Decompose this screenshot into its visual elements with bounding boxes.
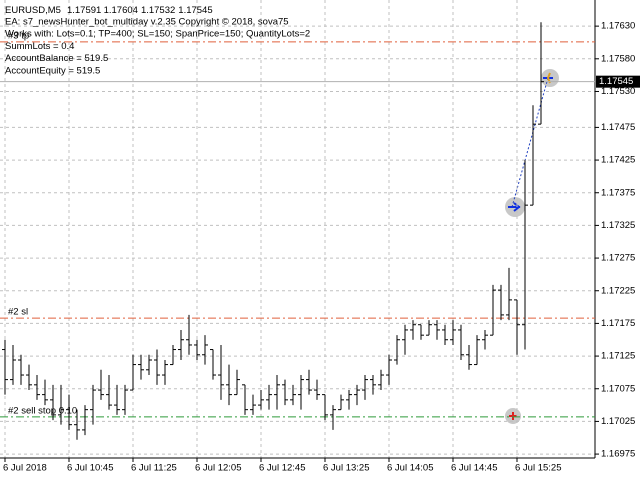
order-level-label: #2 sell stop 0.10	[8, 405, 77, 416]
info-line: AccountBalance = 519.5	[5, 53, 108, 64]
x-tick-label: 6 Jul 11:25	[131, 463, 177, 474]
y-tick-label: 1.17275	[601, 253, 635, 264]
info-line: AccountEquity = 519.5	[5, 65, 100, 76]
chart-header: EURUSD,M5 1.17591 1.17604 1.17532 1.17545	[5, 5, 213, 16]
x-tick-label: 6 Jul 14:45	[451, 463, 497, 474]
y-tick-label: 1.17630	[601, 21, 635, 32]
y-tick-label: 1.17375	[601, 187, 635, 198]
y-tick-label: 1.17325	[601, 220, 635, 231]
order-marker	[509, 412, 517, 420]
x-tick-label: 6 Jul 12:05	[195, 463, 241, 474]
y-tick-label: 1.17025	[601, 416, 635, 427]
quote-value: 1.17545	[178, 5, 212, 16]
quote-value: 1.17591	[67, 5, 101, 16]
price-tag-label: 1.17545	[599, 76, 633, 87]
y-tick-label: 1.17175	[601, 318, 635, 329]
x-tick-label: 6 Jul 13:25	[323, 463, 369, 474]
quote-value: 1.17604	[104, 5, 138, 16]
y-tick-label: 1.17425	[601, 155, 635, 166]
price-tag	[596, 75, 640, 88]
info-line: SummLots = 0.4	[5, 41, 74, 52]
order-level-label: #2 sl	[8, 307, 28, 318]
x-tick-label: 6 Jul 12:45	[259, 463, 305, 474]
x-tick-label: 6 Jul 14:05	[387, 463, 433, 474]
y-tick-label: 1.16975	[601, 449, 635, 460]
x-tick-label: 6 Jul 10:45	[67, 463, 113, 474]
info-line: EA: s7_newsHunter_bot_multiday v.2.35 Co…	[5, 17, 289, 28]
y-tick-label: 1.17075	[601, 383, 635, 394]
info-line: Works with: Lots=0.1; TP=400; SL=150; Sp…	[5, 29, 310, 40]
y-tick-label: 1.17125	[601, 351, 635, 362]
order-level-label: #3 tp	[8, 30, 29, 41]
x-tick-label: 6 Jul 15:25	[515, 463, 561, 474]
y-tick-label: 1.17475	[601, 122, 635, 133]
trade-arrow	[508, 202, 521, 212]
symbol: EURUSD,M5	[5, 5, 61, 16]
y-tick-label: 1.17225	[601, 285, 635, 296]
x-tick-label: 6 Jul 2018	[3, 463, 47, 474]
y-tick-label: 1.17580	[601, 53, 635, 64]
quote-value: 1.17532	[141, 5, 175, 16]
y-tick-label: 1.17530	[601, 86, 635, 97]
